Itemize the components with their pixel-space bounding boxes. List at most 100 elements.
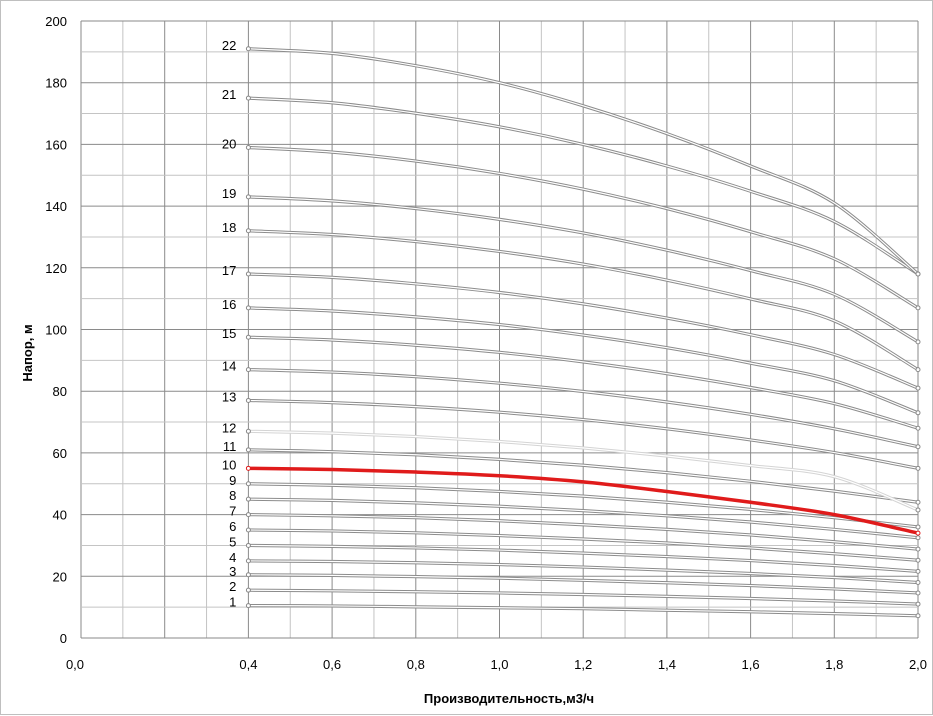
curve-12-start-point — [245, 428, 251, 434]
curve-2-core — [248, 589, 919, 605]
y-axis-title: Напор, м — [20, 324, 35, 381]
curve-14-core — [248, 369, 919, 448]
curve-17-core — [248, 273, 919, 389]
curve-label-4: 4 — [229, 550, 236, 565]
curve-17-end-point — [915, 385, 921, 391]
x-tick-label: 0,4 — [239, 657, 257, 672]
x-tick-label: 1,2 — [574, 657, 592, 672]
curve-20-start-point — [245, 144, 251, 150]
curve-label-16: 16 — [222, 297, 236, 312]
curve-13-start-point — [245, 397, 251, 403]
curve-13-end-point — [915, 465, 921, 471]
x-tick-label: 1,0 — [490, 657, 508, 672]
curve-9-start-point — [245, 481, 251, 487]
curve-3-core — [248, 574, 919, 594]
curve-11-core — [248, 449, 919, 503]
curve-label-18: 18 — [222, 220, 236, 235]
curve-10-end-point — [915, 530, 921, 536]
curve-21-core — [248, 97, 919, 275]
curve-6-core — [248, 529, 919, 561]
y-tick-label: 100 — [45, 323, 67, 338]
curve-label-20: 20 — [222, 136, 236, 151]
y-tick-label: 20 — [53, 569, 67, 584]
curve-8-core — [248, 498, 919, 539]
curve-5-start-point — [245, 542, 251, 548]
curve-22-core — [248, 48, 919, 275]
y-tick-label: 40 — [53, 508, 67, 523]
x-tick-label: 0,0 — [66, 657, 84, 672]
curve-11-end-point — [915, 499, 921, 505]
y-tick-label: 120 — [45, 261, 67, 276]
x-axis-title: Производительность,м3/ч — [424, 691, 594, 706]
curve-2-start-point — [245, 587, 251, 593]
curve-18-start-point — [245, 228, 251, 234]
curve-1-core — [248, 605, 919, 617]
curve-7-start-point — [245, 512, 251, 518]
curve-label-1: 1 — [229, 595, 236, 610]
x-tick-label: 2,0 — [909, 657, 927, 672]
curve-3-start-point — [245, 572, 251, 578]
curve-label-8: 8 — [229, 488, 236, 503]
curve-5-core — [248, 544, 919, 572]
curve-label-21: 21 — [222, 87, 236, 102]
curve-19-core — [248, 196, 919, 343]
curve-1-end-point — [915, 613, 921, 619]
curve-22-start-point — [245, 46, 251, 52]
curve-label-3: 3 — [229, 564, 236, 579]
curve-8-start-point — [245, 496, 251, 502]
curve-8-end-point — [915, 535, 921, 541]
curve-label-14: 14 — [222, 359, 236, 374]
curve-label-15: 15 — [222, 326, 236, 341]
curve-12-core — [248, 430, 919, 511]
tick-labels: 0,0 0,4 0,6 0,8 1,0 1,2 1,4 1,6 1,8 2,0 0 20 40 60 80 1… — [45, 14, 927, 672]
curve-6-start-point — [245, 527, 251, 533]
curve-9-core — [248, 483, 919, 528]
curve-label-6: 6 — [229, 519, 236, 534]
x-tick-label: 1,4 — [658, 657, 676, 672]
curve-16-end-point — [915, 410, 921, 416]
y-tick-label: 80 — [53, 384, 67, 399]
curve-label-11: 11 — [223, 439, 237, 454]
curve-1-start-point — [245, 603, 251, 609]
curve-4-end-point — [915, 579, 921, 585]
curve-11-start-point — [245, 447, 251, 453]
curve-21-start-point — [245, 95, 251, 101]
curve-10-start-point — [245, 465, 251, 471]
curve-3-end-point — [915, 590, 921, 596]
curve-label-9: 9 — [229, 473, 236, 488]
curve-13-core — [248, 399, 919, 469]
curve-label-2: 2 — [229, 579, 236, 594]
curve-6-end-point — [915, 557, 921, 563]
y-tick-label: 200 — [45, 14, 67, 29]
curve-9-end-point — [915, 524, 921, 530]
curve-4-core — [248, 560, 919, 584]
curve-12-end-point — [915, 507, 921, 513]
curve-18-end-point — [915, 367, 921, 373]
curve-18-core — [248, 230, 919, 371]
x-tick-label: 1,6 — [742, 657, 760, 672]
curve-7-end-point — [915, 546, 921, 552]
curve-15-end-point — [915, 425, 921, 431]
curve-17-start-point — [245, 271, 251, 277]
y-tick-label: 180 — [45, 76, 67, 91]
curve-15-core — [248, 336, 919, 429]
curve-label-10: 10 — [222, 457, 236, 472]
curve-10 — [246, 466, 920, 535]
curve-16-start-point — [245, 305, 251, 311]
y-tick-label: 0 — [60, 631, 67, 646]
curve-label-17: 17 — [222, 263, 236, 278]
y-tick-label: 140 — [45, 199, 67, 214]
grid — [80, 20, 919, 639]
curve-20-end-point — [915, 305, 921, 311]
curve-14-end-point — [915, 444, 921, 450]
x-tick-label: 0,8 — [407, 657, 425, 672]
curve-label-19: 19 — [222, 186, 236, 201]
curves — [245, 46, 921, 619]
curve-label-5: 5 — [229, 534, 236, 549]
curve-20-core — [248, 146, 919, 309]
x-tick-label: 0,6 — [323, 657, 341, 672]
curve-4-start-point — [245, 558, 251, 564]
curve-22-end-point — [915, 271, 921, 277]
